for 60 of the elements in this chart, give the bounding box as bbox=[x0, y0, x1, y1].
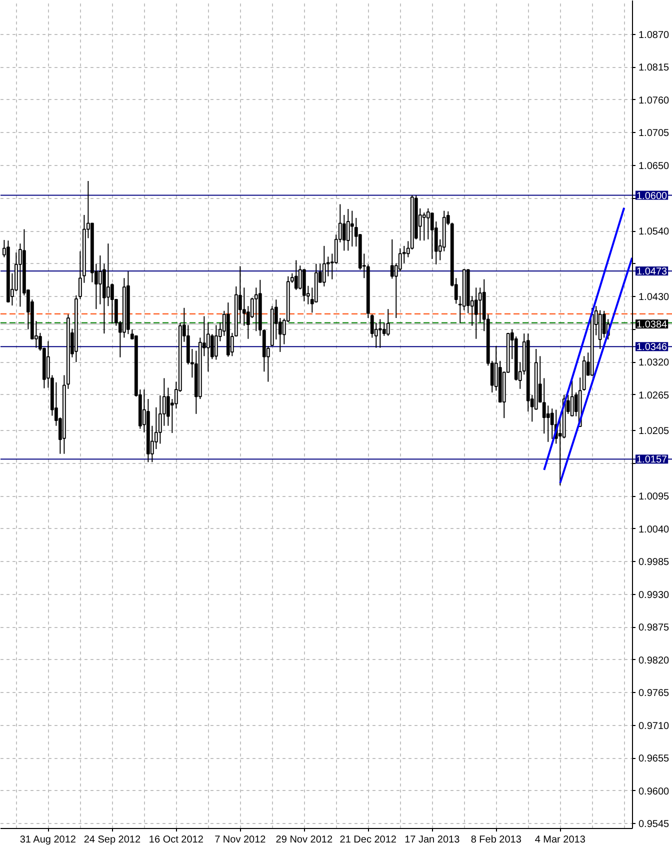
candlestick bbox=[106, 243, 110, 307]
y-tick-label: 1.0870 bbox=[638, 30, 670, 41]
candlestick bbox=[294, 260, 298, 290]
x-tick-label: 21 Dec 2012 bbox=[340, 834, 397, 846]
candlestick bbox=[350, 210, 354, 248]
y-tick-label: 0.9600 bbox=[638, 786, 670, 798]
x-tick-label: 16 Oct 2012 bbox=[148, 834, 204, 846]
y-tick-label: 0.9930 bbox=[638, 590, 670, 601]
candlestick bbox=[346, 208, 350, 252]
candlestick bbox=[254, 287, 258, 332]
x-tick-label: 24 Sep 2012 bbox=[84, 834, 141, 846]
candlestick bbox=[214, 324, 218, 360]
ref-line-label: 1.0346 bbox=[636, 342, 668, 354]
y-tick-label: 0.9820 bbox=[638, 655, 670, 666]
candlestick bbox=[570, 380, 574, 417]
y-tick-label: 1.0815 bbox=[638, 62, 670, 74]
candlestick bbox=[426, 208, 430, 240]
y-tick-label: 0.9655 bbox=[638, 754, 670, 765]
y-tick-label: 1.0760 bbox=[638, 95, 670, 106]
ref-line-label: 1.0600 bbox=[636, 190, 668, 202]
x-tick-label: 29 Nov 2012 bbox=[276, 834, 333, 846]
x-tick-label: 4 Mar 2013 bbox=[534, 834, 586, 846]
y-tick-label: 1.0265 bbox=[638, 390, 670, 402]
line-series bbox=[543, 206, 626, 471]
y-tick-label: 1.0040 bbox=[638, 524, 670, 536]
x-tick-label: 7 Nov 2012 bbox=[214, 834, 266, 846]
candlestick bbox=[390, 238, 394, 280]
x-tick-label: 17 Jan 2013 bbox=[404, 834, 460, 846]
ref-line-label: 1.0473 bbox=[636, 266, 668, 278]
candlestick bbox=[322, 245, 326, 287]
y-tick-label: 0.9710 bbox=[638, 720, 670, 732]
candlestick bbox=[602, 310, 606, 338]
candlestick bbox=[378, 318, 382, 348]
y-tick-label: 1.0205 bbox=[638, 426, 670, 438]
candlestick bbox=[342, 214, 346, 252]
y-tick-label: 1.0320 bbox=[638, 358, 670, 369]
y-tick-label: 1.0540 bbox=[638, 226, 670, 238]
candlestick bbox=[474, 287, 478, 340]
candlestick bbox=[206, 322, 210, 372]
x-tick-label: 8 Feb 2013 bbox=[470, 834, 522, 846]
line-series bbox=[559, 256, 634, 484]
candlestick bbox=[382, 322, 386, 336]
candlestick bbox=[386, 308, 390, 336]
x-tick-label: 31 Aug 2012 bbox=[20, 834, 76, 846]
ref-line-label: 1.0157 bbox=[636, 454, 668, 466]
candlestick bbox=[98, 254, 102, 305]
y-tick-label: 0.9765 bbox=[638, 688, 670, 700]
y-tick-label: 1.0430 bbox=[638, 292, 670, 304]
y-tick-label: 1.0705 bbox=[638, 128, 670, 140]
candlestick bbox=[478, 287, 482, 324]
y-tick-label: 1.0095 bbox=[638, 492, 670, 503]
ref-line-label: 1.0384 bbox=[636, 319, 668, 330]
candlestick bbox=[422, 212, 426, 242]
candlestick bbox=[550, 408, 554, 440]
y-tick-label: 0.9875 bbox=[638, 622, 670, 634]
y-tick-label: 0.9985 bbox=[638, 557, 670, 568]
candlestick bbox=[110, 282, 114, 324]
candlestick bbox=[546, 405, 550, 442]
y-tick-label: 1.0650 bbox=[638, 161, 670, 172]
y-tick-label: 0.9545 bbox=[638, 819, 670, 830]
